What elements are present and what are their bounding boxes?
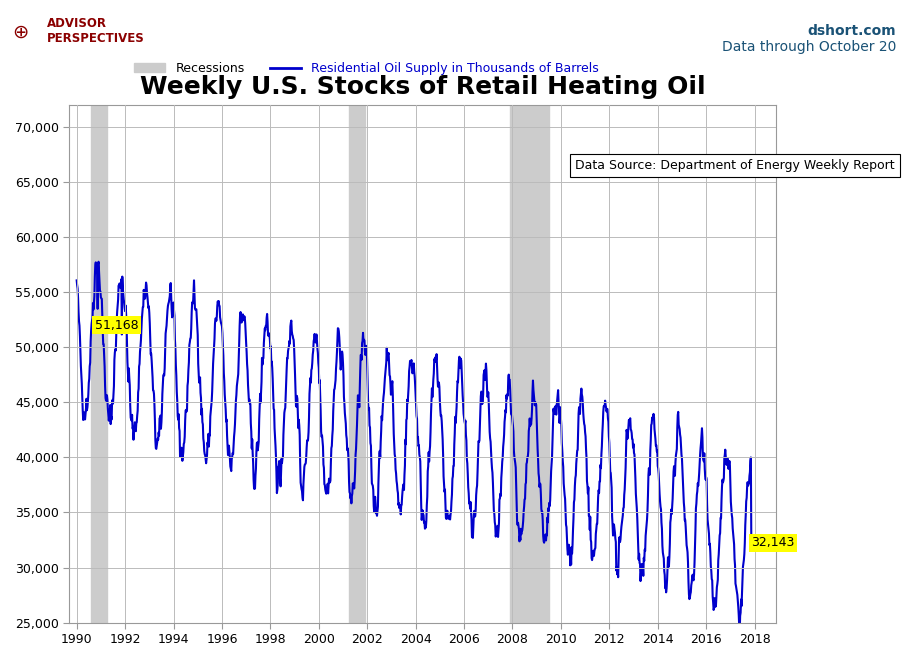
Legend: Recessions, Residential Oil Supply in Thousands of Barrels: Recessions, Residential Oil Supply in Th…: [129, 57, 603, 80]
Text: 51,168: 51,168: [95, 319, 138, 332]
Text: PERSPECTIVES: PERSPECTIVES: [47, 32, 145, 45]
Text: Data Source: Department of Energy Weekly Report: Data Source: Department of Energy Weekly…: [575, 159, 895, 173]
Bar: [91, 105, 107, 623]
Bar: [349, 105, 365, 623]
Text: dshort.com: dshort.com: [808, 24, 896, 38]
Text: 32,143: 32,143: [752, 536, 794, 549]
Text: Data through October 20: Data through October 20: [722, 40, 896, 54]
Bar: [511, 105, 549, 623]
Title: Weekly U.S. Stocks of Retail Heating Oil: Weekly U.S. Stocks of Retail Heating Oil: [140, 75, 706, 99]
Text: ADVISOR: ADVISOR: [47, 17, 107, 30]
Text: ⊕: ⊕: [12, 22, 28, 42]
